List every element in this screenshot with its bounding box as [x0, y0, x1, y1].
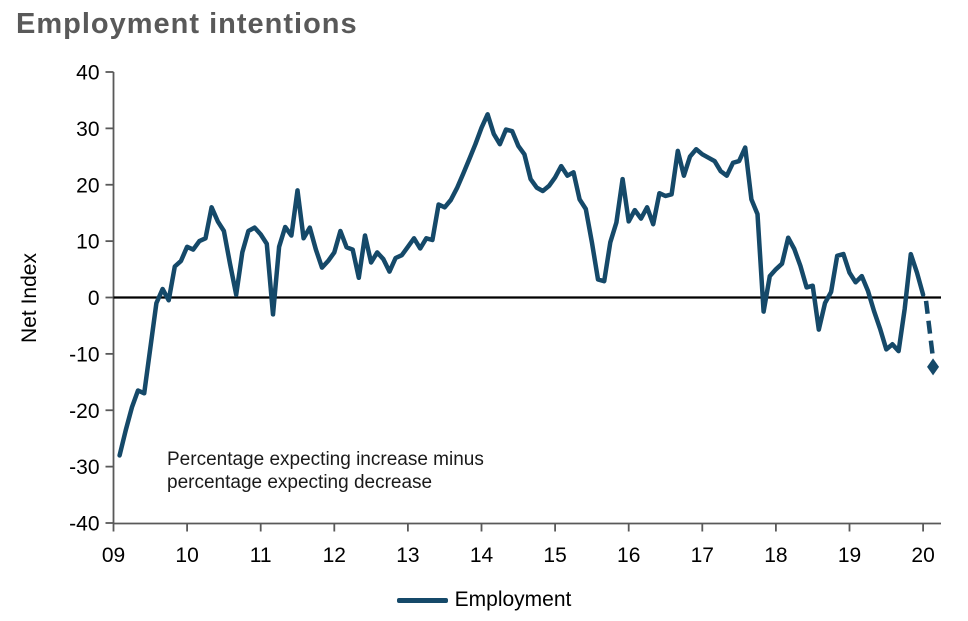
x-tick-label: 14 [470, 544, 494, 567]
x-tick-label: 10 [175, 544, 198, 567]
legend-label: Employment [454, 588, 572, 611]
x-tick-label: 11 [250, 544, 272, 567]
annotation-line-2: percentage expecting decrease [167, 472, 433, 493]
x-tick-label: 13 [396, 544, 419, 567]
chart-title: Employment intentions [16, 8, 358, 40]
y-tick-label: -40 [69, 513, 99, 536]
x-tick-label: 15 [543, 544, 566, 567]
chart-annotation: Percentage expecting increase minus perc… [167, 448, 484, 494]
x-tick-label: 17 [691, 544, 714, 567]
x-tick-label: 18 [764, 544, 787, 567]
end-diamond-marker [927, 358, 940, 376]
x-tick-label: 20 [911, 544, 934, 567]
y-tick-label: 10 [76, 231, 99, 254]
y-tick-label: -10 [69, 343, 99, 366]
y-tick-label: 40 [76, 62, 99, 85]
legend-line-swatch [396, 597, 448, 603]
y-tick-label: 0 [88, 287, 100, 310]
x-tick-label: 16 [617, 544, 640, 567]
y-tick-label: -20 [69, 400, 99, 423]
projection-dashed-line [923, 300, 935, 356]
annotation-line-1: Percentage expecting increase minus [167, 449, 484, 470]
y-tick-label: -30 [69, 456, 99, 479]
x-tick-label: 12 [323, 544, 346, 567]
y-axis-label: Net Index [18, 253, 41, 343]
employment-series-line [117, 112, 926, 458]
y-tick-label: 30 [76, 118, 99, 141]
x-tick-label: 19 [838, 544, 861, 567]
legend: Employment [0, 588, 968, 612]
y-tick-label: 20 [76, 174, 99, 197]
x-tick-label: 09 [102, 544, 125, 567]
